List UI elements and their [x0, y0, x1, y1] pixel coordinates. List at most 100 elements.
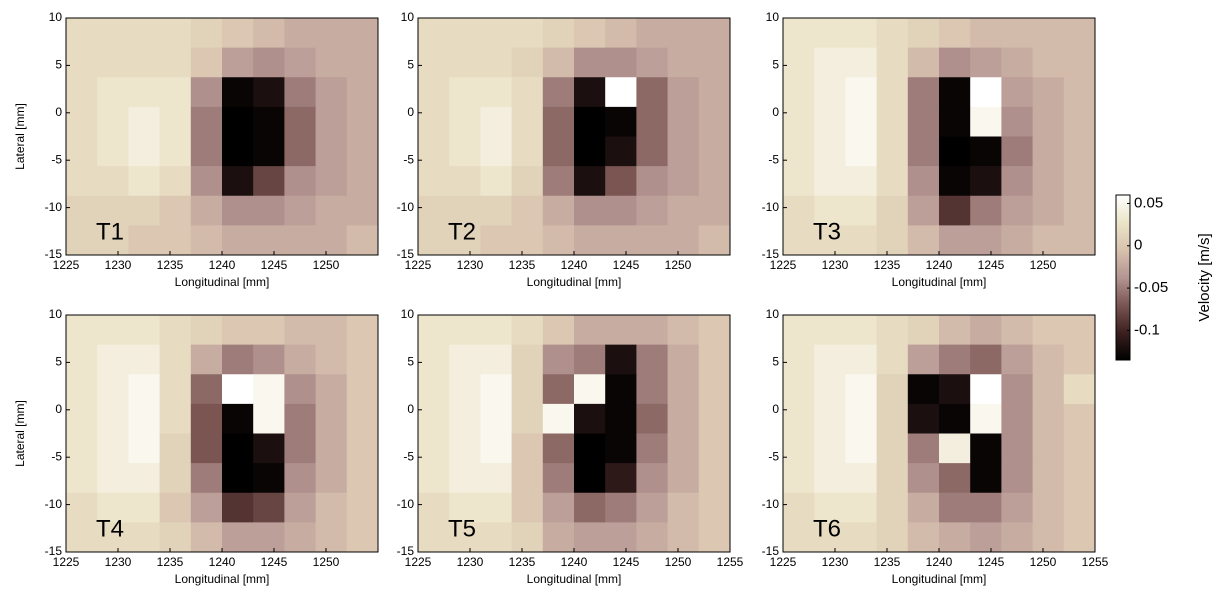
heatmap-cell	[1032, 195, 1065, 226]
heatmap-cell	[939, 403, 971, 434]
heatmap-cell	[480, 47, 513, 78]
heatmap-cell	[876, 492, 909, 523]
heatmap-cell	[480, 195, 513, 226]
heatmap-cell	[315, 374, 348, 405]
heatmap-cell	[159, 315, 192, 346]
heatmap-cell	[667, 315, 700, 346]
heatmap-cell	[636, 315, 669, 346]
heatmap-cell	[907, 522, 940, 553]
heatmap-cell	[876, 195, 909, 226]
heatmap-cell	[480, 492, 513, 523]
y-tick-label: 5	[407, 355, 414, 369]
heatmap-cell	[159, 463, 192, 494]
y-tick-label: 5	[772, 58, 779, 72]
heatmap-cell	[449, 522, 481, 553]
heatmap-cell	[542, 433, 575, 464]
heatmap-cell	[939, 492, 971, 523]
heatmap-cell	[542, 315, 575, 346]
heatmap-cell	[128, 463, 161, 494]
heatmap-cell	[480, 344, 513, 375]
y-tick-label: -10	[762, 200, 780, 214]
heatmap-cell	[1032, 374, 1065, 405]
heatmap-cell	[480, 77, 513, 108]
heatmap-cell	[783, 195, 815, 226]
heatmap-cell	[159, 492, 192, 523]
heatmap-cell	[574, 522, 606, 553]
heatmap-cell	[876, 463, 909, 494]
heatmap-cell	[480, 374, 513, 405]
heatmap-cell	[190, 195, 223, 226]
heatmap-cell	[1001, 225, 1034, 256]
heatmap-cell	[1001, 492, 1034, 523]
heatmap-cell	[1063, 374, 1096, 405]
heatmap-cell	[346, 47, 379, 78]
heatmap-cell	[190, 433, 223, 464]
heatmap-cell	[970, 522, 1002, 553]
heatmap-cell	[66, 106, 98, 137]
heatmap-cell	[698, 344, 731, 375]
heatmap-cell	[222, 522, 254, 553]
heatmap-cell	[1032, 47, 1065, 78]
heatmap-cell	[1001, 47, 1034, 78]
heatmap-cell	[346, 344, 379, 375]
heatmap-cell	[128, 18, 161, 49]
y-tick-label: -15	[397, 544, 415, 558]
heatmap-cell	[159, 136, 192, 167]
heatmap-cell	[253, 18, 285, 49]
heatmap-cell	[698, 18, 731, 49]
heatmap-cell	[222, 195, 254, 226]
heatmap-cell	[876, 433, 909, 464]
y-tick-label: -10	[45, 497, 63, 511]
heatmap-cell	[814, 522, 846, 553]
heatmap-cell	[346, 18, 379, 49]
heatmap-cell	[698, 225, 731, 256]
heatmap-cell	[907, 77, 940, 108]
y-tick-label: -15	[762, 247, 780, 261]
x-tick-label: 1250	[665, 555, 692, 569]
heatmap-cell	[605, 522, 637, 553]
y-tick-label: -15	[397, 247, 415, 261]
heatmap-cell	[418, 77, 450, 108]
heatmap-cell	[907, 225, 940, 256]
heatmap-cell	[970, 433, 1002, 464]
heatmap-cell	[315, 492, 348, 523]
heatmap-cell	[605, 195, 637, 226]
heatmap-cell	[907, 403, 940, 434]
heatmap-cell	[315, 136, 348, 167]
heatmap-cell	[97, 225, 129, 256]
heatmap-cell	[315, 433, 348, 464]
colorbar-tick-label: 0.05	[1134, 194, 1163, 211]
heatmap-cell	[253, 374, 285, 405]
x-axis-label: Longitudinal [mm]	[527, 275, 622, 289]
heatmap-cell	[698, 106, 731, 137]
heatmap-cell	[783, 136, 815, 167]
heatmap-cell	[284, 18, 317, 49]
heatmap-cell	[159, 522, 192, 553]
heatmap-cell	[511, 433, 544, 464]
y-tick-label: 10	[49, 307, 63, 321]
heatmap-cell	[1032, 492, 1065, 523]
heatmap-cell	[542, 225, 575, 256]
heatmap-cell	[1032, 18, 1065, 49]
x-tick-label: 1235	[157, 258, 184, 272]
heatmap-cell	[222, 166, 254, 197]
panel-label: T5	[448, 515, 476, 542]
panel-label: T4	[96, 515, 124, 542]
heatmap-cell	[667, 344, 700, 375]
heatmap-cell	[605, 403, 637, 434]
y-tick-label: -15	[45, 247, 63, 261]
y-tick-label: -15	[45, 544, 63, 558]
y-tick-label: 0	[772, 402, 779, 416]
heatmap-cell	[845, 47, 878, 78]
heatmap-cell	[542, 403, 575, 434]
heatmap-cell	[1001, 403, 1034, 434]
heatmap-cell	[907, 374, 940, 405]
heatmap-cell	[511, 315, 544, 346]
heatmap-cell	[284, 77, 317, 108]
y-tick-label: -5	[51, 449, 62, 463]
heatmap-cell	[222, 315, 254, 346]
heatmap-cell	[346, 492, 379, 523]
heatmap-cell	[253, 136, 285, 167]
heatmap-cell	[783, 374, 815, 405]
panel-label: T6	[813, 515, 841, 542]
